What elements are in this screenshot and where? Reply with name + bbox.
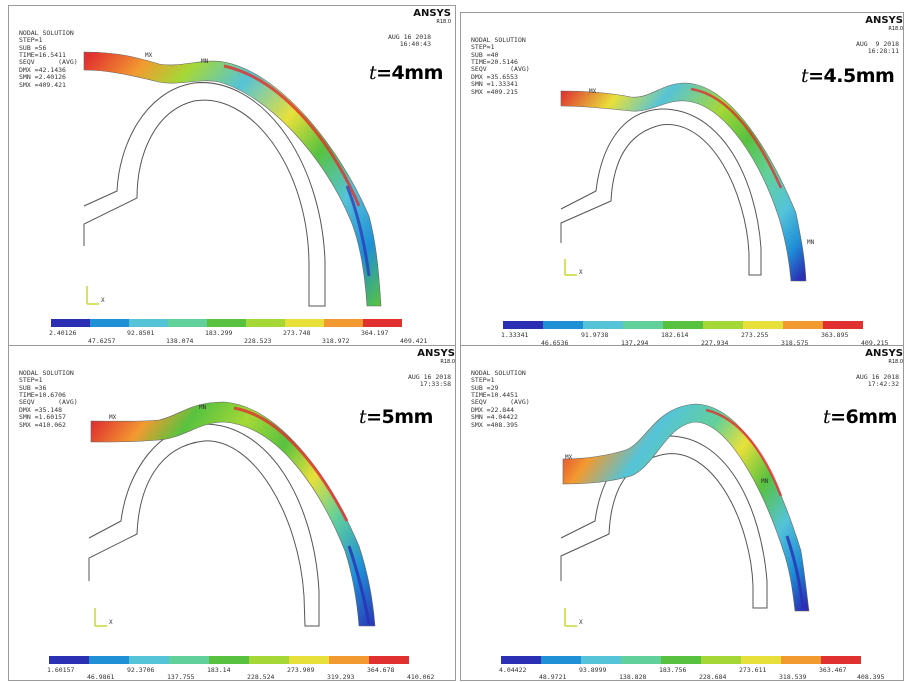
tube-band [562, 403, 810, 612]
axis-x-label: X [109, 619, 113, 626]
ansys-logo: ANSYS R18.0 [417, 348, 455, 366]
stress-plot-t5mm [49, 401, 409, 664]
axis-triad-icon [564, 259, 577, 276]
legend-colorbar [49, 656, 409, 664]
axis-triad-icon [86, 286, 99, 305]
panel-t6mm: NODAL SOLUTION STEP=1 SUB =29 TIME=10.4451 S… [460, 345, 904, 681]
axis-x-label: X [579, 619, 583, 626]
axis-triad-icon [564, 608, 577, 627]
timestamp: AUG 9 2018 16:28:11 [855, 40, 899, 56]
min-marker: MN [199, 404, 207, 411]
max-marker: MX [565, 454, 573, 461]
thickness-label: t=6mm [823, 406, 897, 428]
tube-band [560, 82, 807, 282]
max-marker: MX [589, 88, 597, 95]
panel-t5mm: NODAL SOLUTION STEP=1 SUB =36 TIME=10.6706 S… [8, 345, 456, 681]
timestamp: AUG 16 2018 17:42:32 [855, 373, 899, 389]
legend-colorbar [503, 321, 863, 329]
axis-x-label: X [101, 297, 105, 304]
min-marker: MN [761, 478, 769, 485]
mandrel-outline [560, 108, 762, 276]
thickness-label: t=4.5mm [801, 65, 895, 87]
axis-x-label: X [579, 269, 583, 276]
ansys-logo: ANSYS R18.0 [865, 15, 903, 33]
tube-band [90, 401, 376, 627]
timestamp: AUG 16 2018 17:33:58 [407, 373, 451, 389]
legend-colorbar [51, 319, 402, 327]
solution-header: NODAL SOLUTION STEP=1 SUB =36 TIME=10.6706 S… [19, 368, 78, 429]
stress-plot-t6mm [501, 403, 861, 664]
mandrel-outline [88, 423, 320, 627]
panel-t4-5mm: NODAL SOLUTION STEP=1 SUB =40 TIME=20.5146 S… [460, 12, 904, 347]
legend-colorbar [501, 656, 861, 664]
ansys-logo: ANSYS R18.0 [865, 348, 903, 366]
tube-band [83, 51, 382, 307]
stress-plot-t4-5mm [503, 82, 863, 329]
axis-triad-icon [94, 608, 107, 627]
solution-header: NODAL SOLUTION STEP=1 SUB =56 TIME=16.5411 S… [19, 28, 78, 89]
min-marker: MN [201, 58, 209, 65]
stress-plot-t4mm [51, 51, 402, 327]
max-marker: MX [145, 52, 153, 59]
min-marker: MN [807, 239, 815, 246]
mandrel-outline [83, 82, 326, 307]
ansys-logo: ANSYS R18.0 [413, 8, 451, 26]
solution-header: NODAL SOLUTION STEP=1 SUB =40 TIME=20.5146 S… [471, 35, 530, 96]
panel-t4mm: NODAL SOLUTION STEP=1 SUB =56 TIME=16.5411 S… [8, 5, 456, 347]
solution-header: NODAL SOLUTION STEP=1 SUB =29 TIME=10.4451 S… [471, 368, 530, 429]
thickness-label: t=4mm [369, 62, 443, 84]
thickness-label: t=5mm [359, 406, 433, 428]
max-marker: MX [109, 414, 117, 421]
timestamp: AUG 16 2018 16:40:43 [387, 33, 431, 49]
